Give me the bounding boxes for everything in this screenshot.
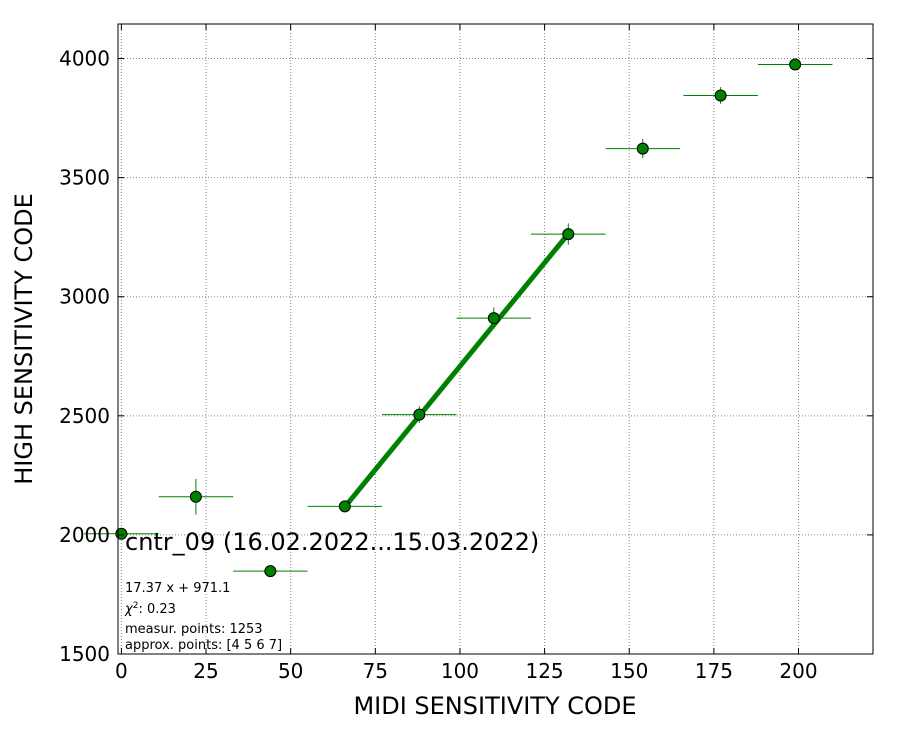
y-tick-label: 4000 (59, 47, 110, 71)
x-tick-label: 150 (610, 659, 648, 683)
data-point (789, 58, 802, 71)
y-tick-label: 3500 (59, 166, 110, 190)
chart-title: cntr_09 (16.02.2022...15.03.2022) (125, 528, 539, 556)
axis-ticks: 0 25 50 75 100 125 150 175 200 1500 2000 2500 3000 35… (59, 24, 873, 683)
x-tick-label: 75 (363, 659, 388, 683)
y-tick-label: 2500 (59, 404, 110, 428)
x-tick-label: 0 (115, 659, 128, 683)
plot-background (118, 24, 873, 654)
fit-equation: 17.37 x + 971.1 (125, 581, 230, 596)
data-point (413, 408, 426, 421)
data-point (264, 565, 277, 578)
x-tick-label: 175 (695, 659, 733, 683)
grid (118, 24, 873, 655)
data-points (84, 58, 833, 578)
x-tick-label: 25 (193, 659, 218, 683)
data-point (636, 142, 649, 155)
y-tick-label: 2000 (59, 523, 110, 547)
chi-squared: χ2: 0.23 (124, 601, 176, 617)
data-point (189, 490, 202, 503)
fit-line (342, 232, 571, 509)
plot-frame (117, 23, 874, 655)
chi-squared-value: : 0.23 (138, 602, 175, 617)
data-point (714, 89, 727, 102)
x-tick-label: 100 (441, 659, 479, 683)
x-tick-label: 125 (525, 659, 563, 683)
x-axis-label: MIDI SENSITIVITY CODE (353, 692, 636, 720)
y-tick-label: 1500 (59, 642, 110, 666)
x-tick-label: 50 (278, 659, 303, 683)
data-point (562, 228, 575, 241)
y-tick-label: 3000 (59, 285, 110, 309)
measured-points-count: measur. points: 1253 (125, 622, 263, 637)
approx-points-list: approx. points: [4 5 6 7] (125, 638, 282, 653)
data-point (115, 527, 128, 540)
y-axis-label: HIGH SENSITIVITY CODE (10, 193, 38, 485)
x-tick-label: 200 (779, 659, 817, 683)
data-point (338, 500, 351, 513)
data-point (487, 312, 500, 325)
fit-line-group (342, 232, 571, 509)
